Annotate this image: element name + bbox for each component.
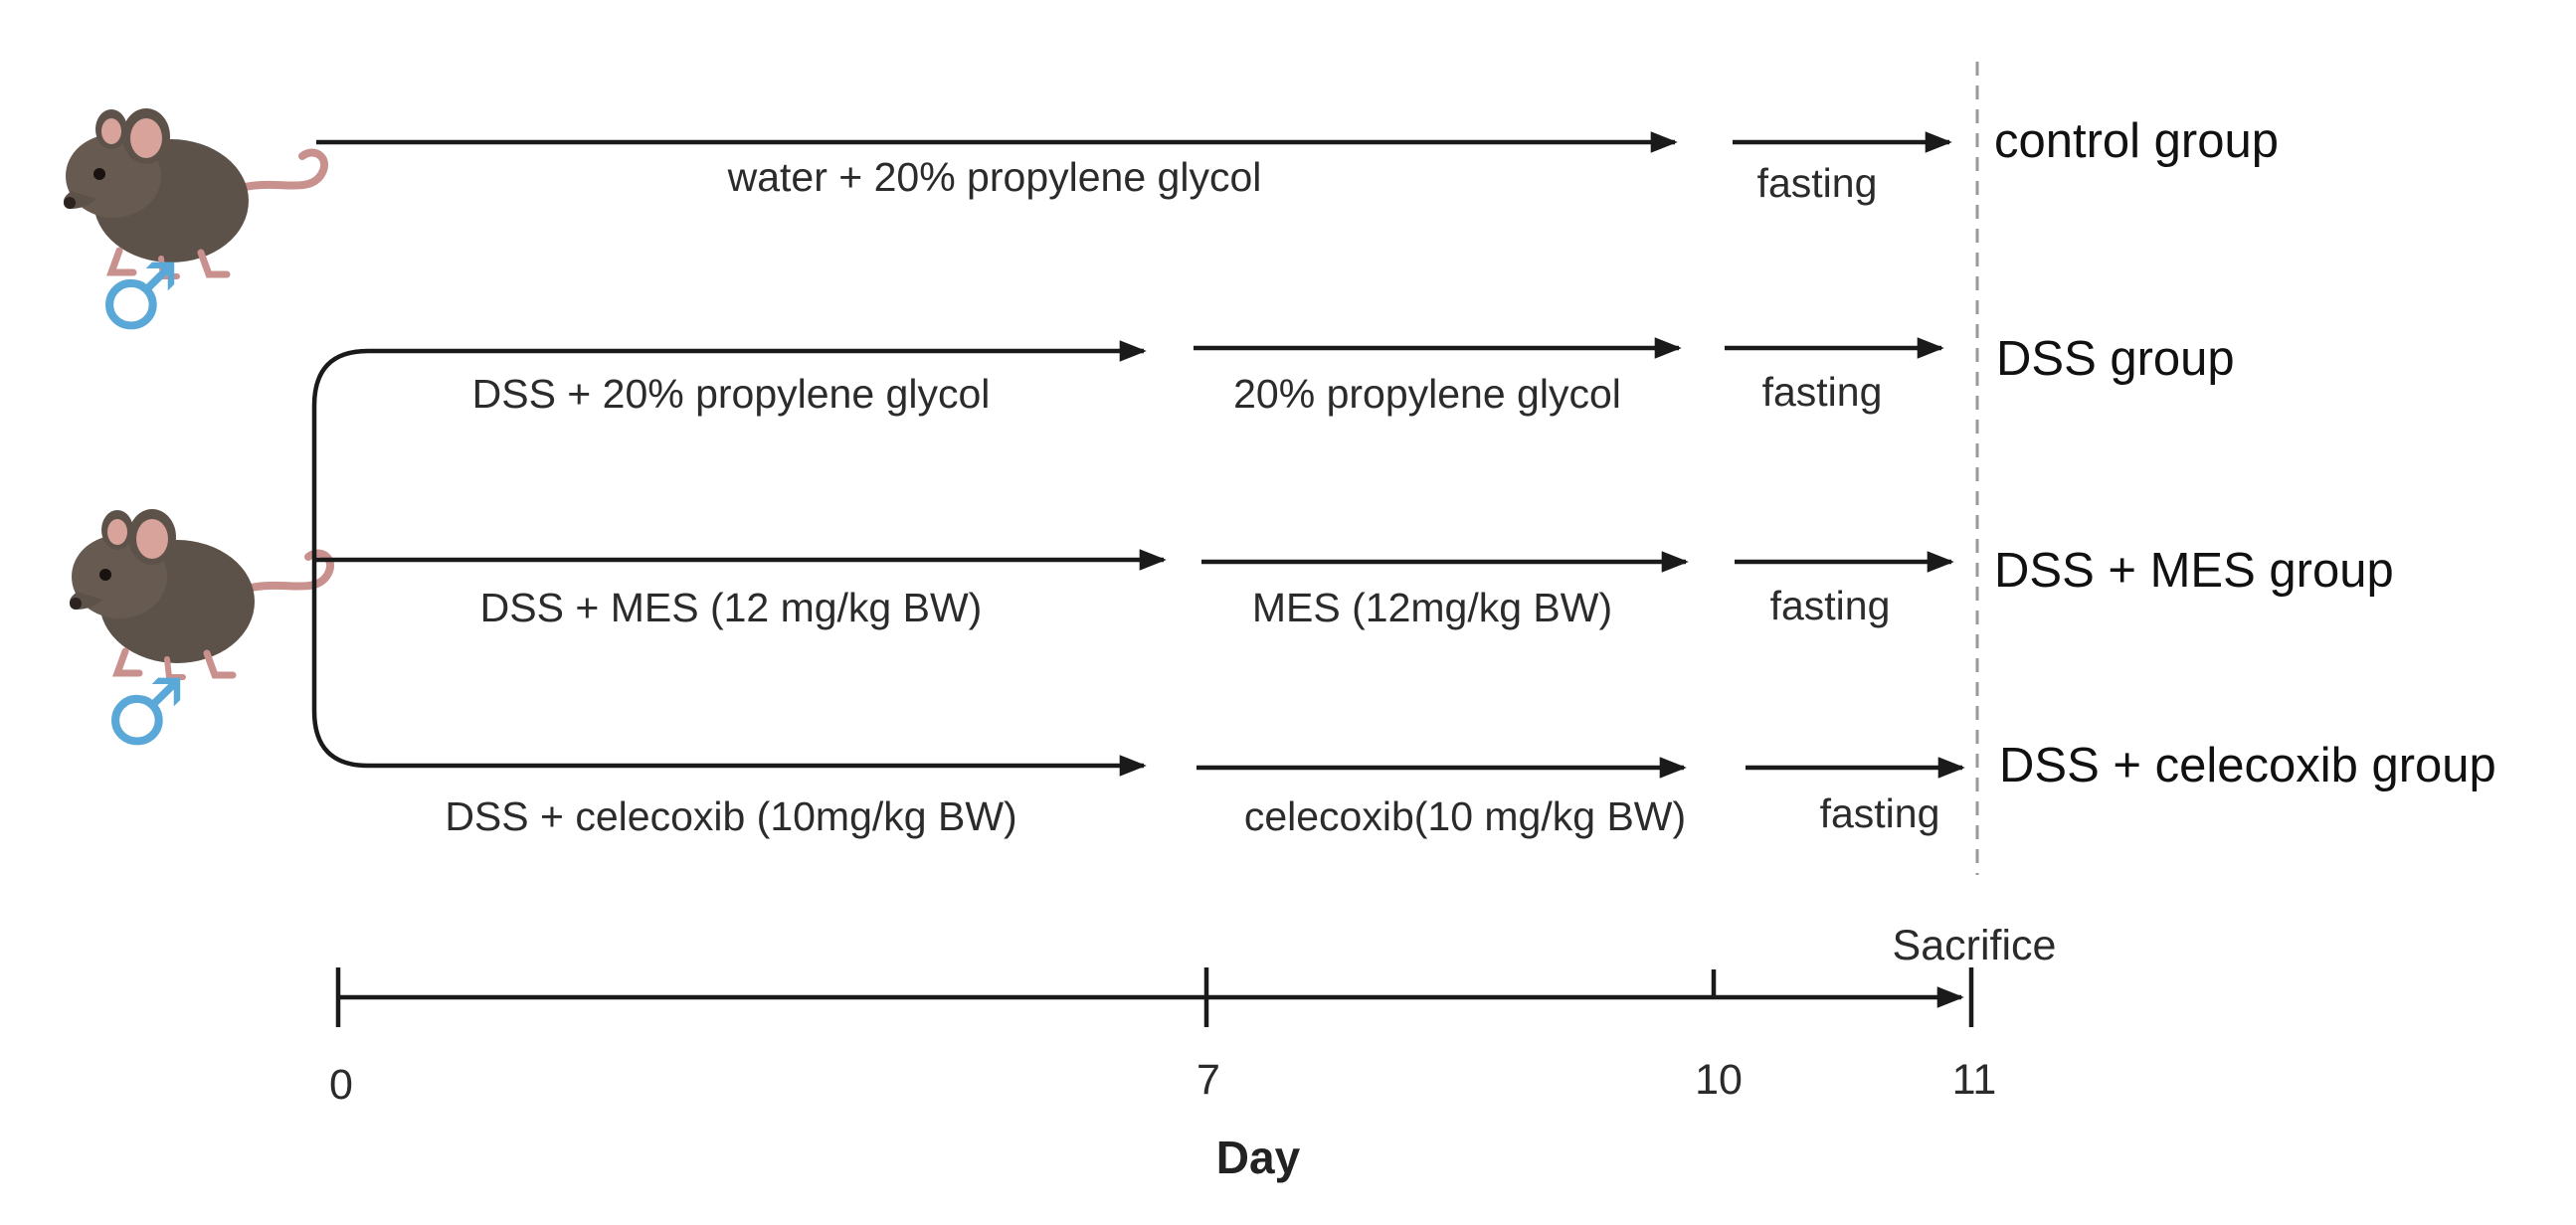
tick-label: 7 [1196,1056,1220,1104]
male-symbol-icon: ♂ [98,244,180,350]
mouse-icon [70,509,330,677]
fasting-label: fasting [1770,583,1891,628]
tick-label: 11 [1952,1056,1997,1104]
group-label: DSS + celecoxib group [1999,739,2496,792]
treatment-label: 20% propylene glycol [1233,371,1621,417]
fasting-label: fasting [1757,160,1878,206]
tick-label: 0 [329,1061,353,1109]
treatment-label: celecoxib(10 mg/kg BW) [1244,793,1686,839]
group-label: control group [1994,114,2279,168]
group-label: DSS + MES group [1994,544,2394,598]
treatment-label: DSS + 20% propylene glycol [472,371,991,417]
treatment-label: DSS + MES (12 mg/kg BW) [480,585,983,630]
group-label: DSS group [1996,332,2235,386]
treatment-label: water + 20% propylene glycol [727,154,1262,200]
axis-title: Day [1216,1132,1301,1183]
male-symbol-icon: ♂ [104,659,186,766]
sacrifice-label: Sacrifice [1893,922,2057,969]
fasting-label: fasting [1820,790,1940,836]
tick-label: 10 [1695,1056,1743,1104]
fasting-label: fasting [1762,369,1883,415]
treatment-label: DSS + celecoxib (10mg/kg BW) [445,793,1016,839]
treatment-label: MES (12mg/kg BW) [1252,585,1612,630]
